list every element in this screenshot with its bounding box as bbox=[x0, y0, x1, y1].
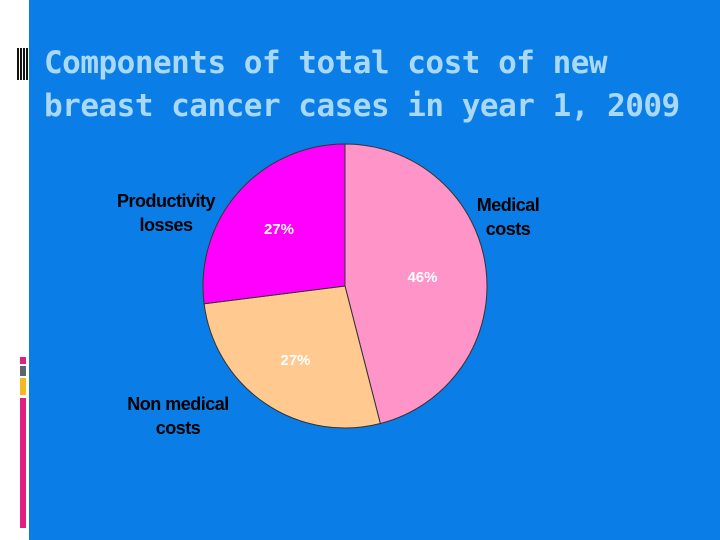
decorative-accent bbox=[20, 398, 26, 528]
decorative-bars bbox=[17, 48, 28, 80]
pie-slice bbox=[344, 143, 488, 425]
data-label: 46% bbox=[407, 269, 437, 286]
data-label: 27% bbox=[264, 221, 294, 238]
category-label-medical: Medical costs bbox=[476, 195, 540, 239]
slide-title: Components of total cost of new breast c… bbox=[44, 45, 680, 124]
pie-slice bbox=[203, 285, 381, 429]
decorative-accent bbox=[20, 378, 26, 395]
decorative-accent bbox=[20, 357, 26, 364]
category-label-non-medical: Non medical costs bbox=[127, 394, 229, 438]
pie-slice bbox=[202, 143, 346, 305]
category-label-productivity: Productivity losses bbox=[116, 191, 216, 235]
data-label: 27% bbox=[280, 352, 310, 369]
decorative-accent bbox=[20, 366, 26, 376]
